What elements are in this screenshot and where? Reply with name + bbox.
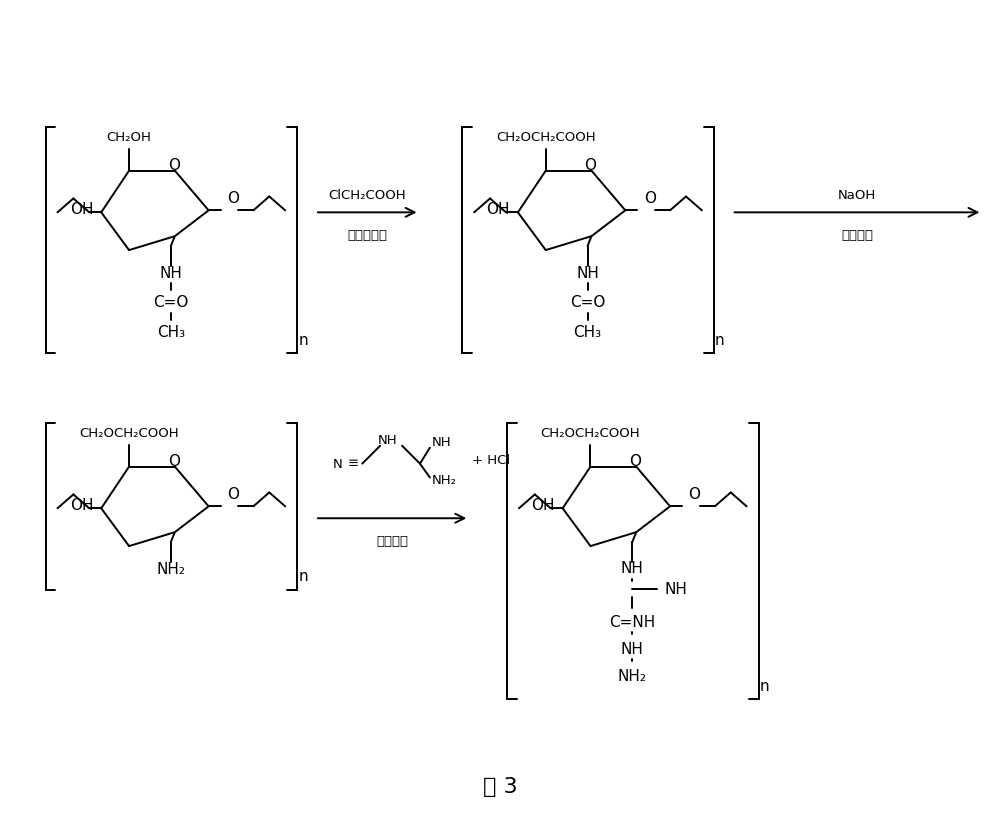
Text: OH: OH <box>70 201 93 216</box>
Text: CH₃: CH₃ <box>157 324 185 340</box>
Text: OH: OH <box>70 497 93 512</box>
Text: O: O <box>168 157 180 173</box>
Text: CH₂OH: CH₂OH <box>107 131 152 144</box>
Text: N: N <box>333 458 342 471</box>
Text: CH₂OCH₂COOH: CH₂OCH₂COOH <box>541 427 640 440</box>
Text: O: O <box>168 453 180 468</box>
Text: O: O <box>227 191 239 206</box>
Text: NaOH: NaOH <box>838 188 876 201</box>
Text: OH: OH <box>531 497 555 512</box>
Text: NH: NH <box>621 561 644 576</box>
Text: n: n <box>298 568 308 584</box>
Text: C=O: C=O <box>570 295 605 310</box>
Text: + HCl: + HCl <box>472 454 510 467</box>
Text: C=O: C=O <box>153 295 189 310</box>
Text: 脱乙酰化: 脱乙酰化 <box>841 229 873 242</box>
Text: n: n <box>715 333 725 347</box>
Text: n: n <box>298 333 308 347</box>
Text: ClCH₂COOH: ClCH₂COOH <box>328 188 406 201</box>
Text: OH: OH <box>486 201 510 216</box>
Text: 式 3: 式 3 <box>483 776 517 796</box>
Text: NH: NH <box>621 641 644 656</box>
Text: CH₂OCH₂COOH: CH₂OCH₂COOH <box>79 427 179 440</box>
Text: C=NH: C=NH <box>609 614 655 629</box>
Text: n: n <box>760 678 769 693</box>
Text: O: O <box>688 486 700 501</box>
Text: NH: NH <box>159 266 182 281</box>
Text: 罧甲基反应: 罧甲基反应 <box>347 229 387 242</box>
Text: NH: NH <box>576 266 599 281</box>
Text: 加成反应: 加成反应 <box>376 534 408 547</box>
Text: O: O <box>644 191 656 206</box>
Text: ≡: ≡ <box>347 456 358 469</box>
Text: NH₂: NH₂ <box>432 473 457 486</box>
Text: O: O <box>584 157 596 173</box>
Text: NH: NH <box>377 434 397 446</box>
Text: CH₃: CH₃ <box>573 324 602 340</box>
Text: NH₂: NH₂ <box>618 667 647 683</box>
Text: NH: NH <box>432 436 452 449</box>
Text: O: O <box>227 486 239 501</box>
Text: O: O <box>629 453 641 468</box>
Text: NH: NH <box>664 581 687 596</box>
Text: NH₂: NH₂ <box>156 562 185 577</box>
Text: CH₂OCH₂COOH: CH₂OCH₂COOH <box>496 131 596 144</box>
